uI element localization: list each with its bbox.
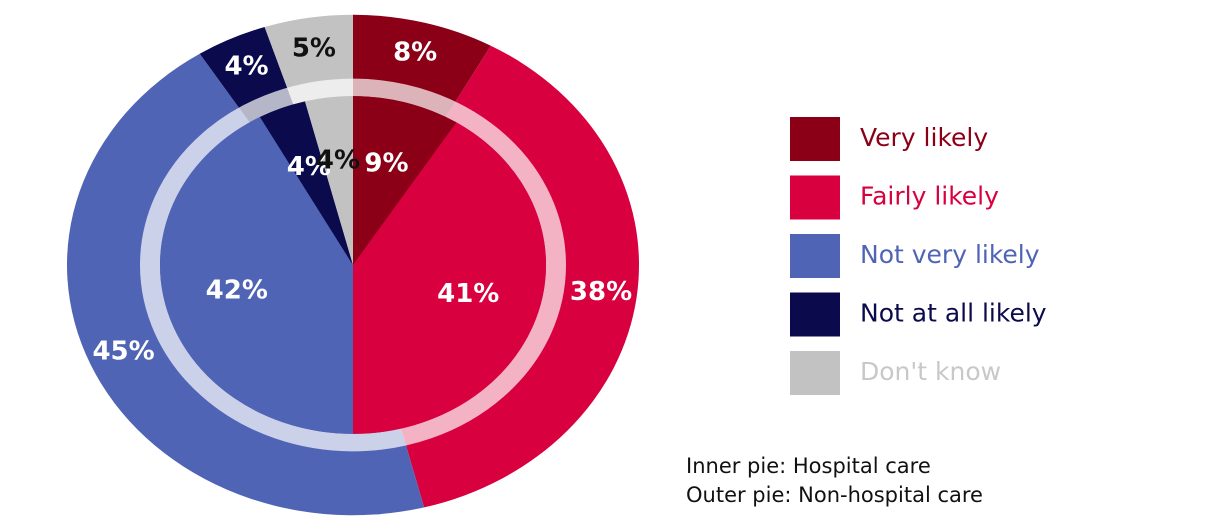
data-label: 4% — [224, 52, 268, 82]
pie-slice — [353, 96, 457, 265]
legend-swatch — [790, 351, 840, 395]
legend-swatch — [790, 117, 840, 161]
data-label: 8% — [393, 38, 437, 68]
legend-label: Very likely — [860, 123, 988, 152]
annotation: Inner pie: Hospital care — [686, 454, 931, 478]
ring-separator — [140, 78, 566, 452]
legend-swatch — [790, 175, 840, 220]
data-label: 5% — [292, 33, 336, 63]
legend-label: Not very likely — [860, 240, 1040, 269]
data-label: 4% — [287, 152, 331, 182]
pie-slice — [160, 117, 353, 434]
pie-slice — [260, 101, 353, 265]
pie-slice — [305, 96, 353, 265]
pie-group — [67, 14, 639, 516]
data-label: 42% — [206, 276, 268, 306]
data-label: 4% — [316, 145, 360, 175]
legend-swatch — [790, 234, 840, 278]
pie-slice — [353, 122, 546, 434]
legend-label: Don't know — [860, 357, 1001, 386]
legend-label: Not at all likely — [860, 299, 1047, 328]
legend-label: Fairly likely — [860, 182, 999, 211]
legend-swatch — [790, 292, 840, 337]
data-label: 45% — [92, 336, 154, 366]
data-label: 38% — [570, 277, 632, 307]
annotation: Outer pie: Non-hospital care — [686, 483, 983, 507]
data-label: 41% — [437, 279, 499, 309]
data-label: 9% — [364, 149, 408, 179]
